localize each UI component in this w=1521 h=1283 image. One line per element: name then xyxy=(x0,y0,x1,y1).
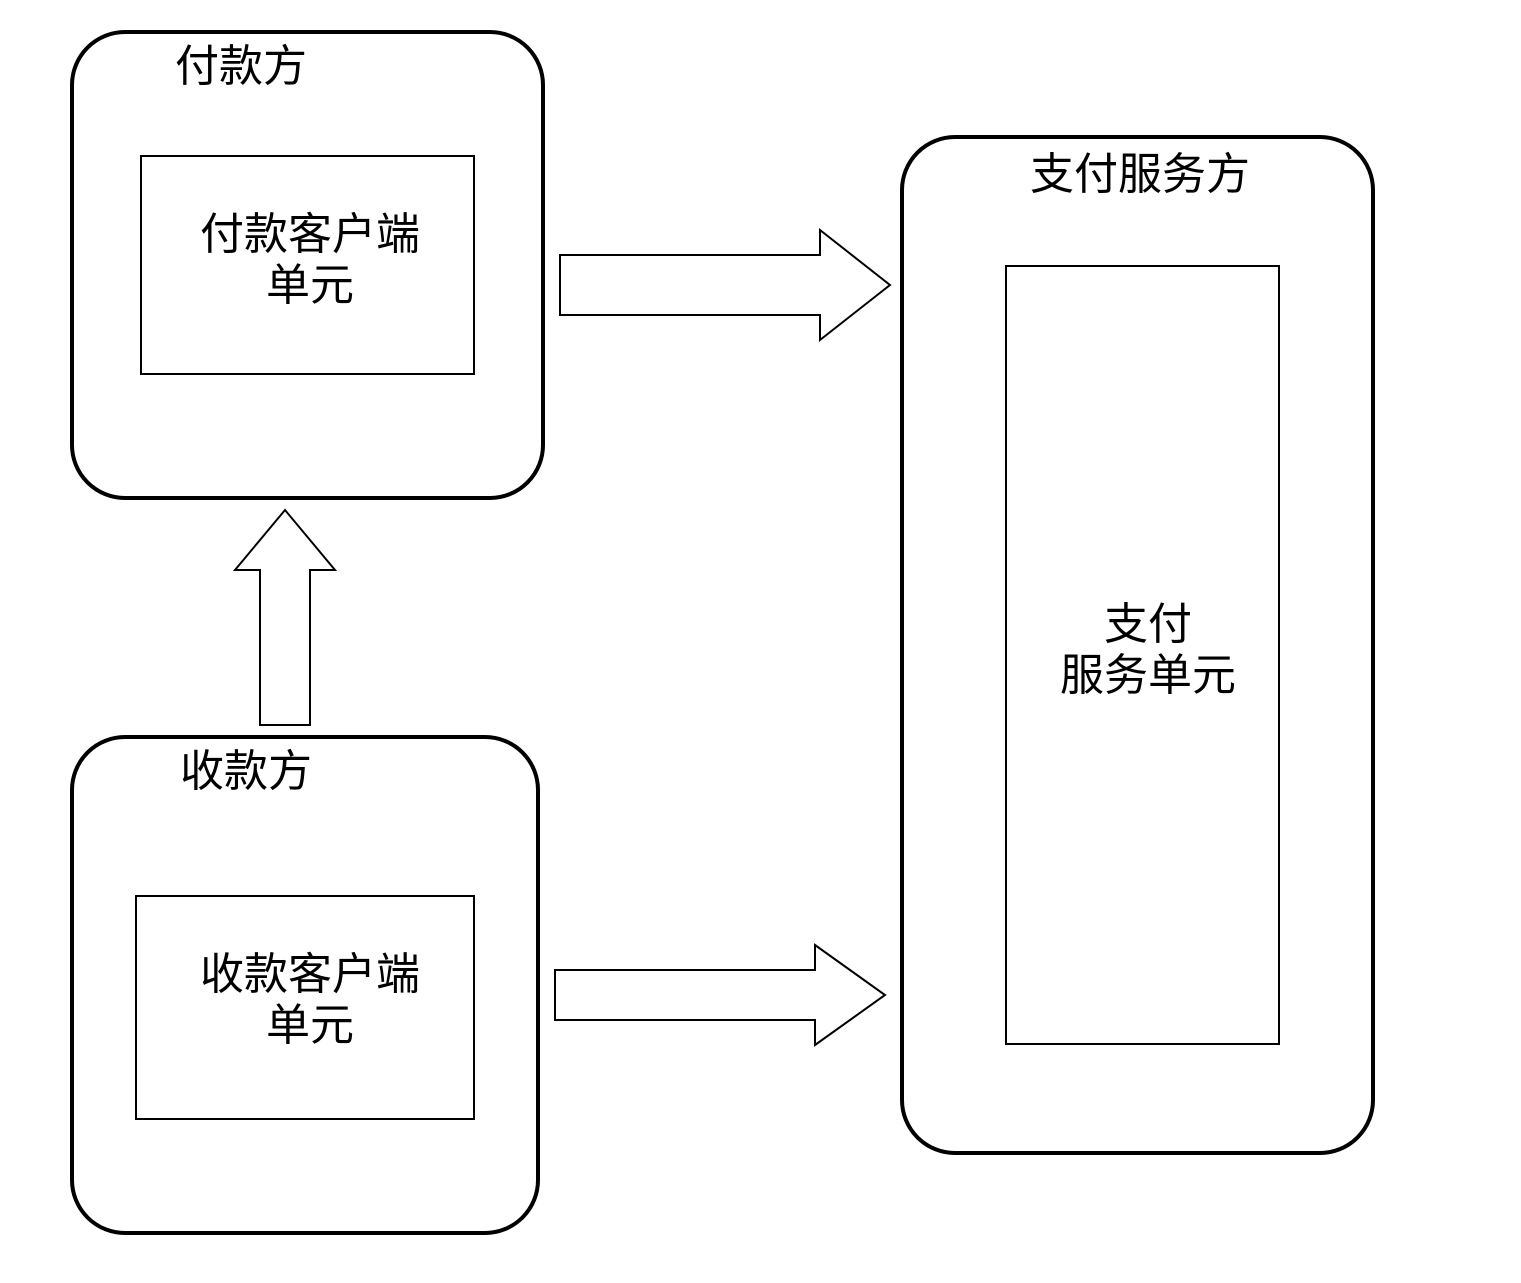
payee-title: 收款方 xyxy=(180,747,312,798)
arrow-payee-to-service xyxy=(555,945,885,1045)
arrow-payee-to-payer xyxy=(235,510,335,725)
payer-inner-label: 付款客户端 单元 xyxy=(200,210,420,311)
payee-inner-label: 收款客户端 单元 xyxy=(200,950,420,1051)
arrow-payer-to-service xyxy=(560,230,890,340)
diagram-canvas: 付款方 付款客户端 单元 收款方 收款客户端 单元 支付服务方 支付 服务单元 xyxy=(0,0,1521,1283)
service-title: 支付服务方 xyxy=(1030,150,1250,201)
service-inner-label: 支付 服务单元 xyxy=(1060,600,1236,701)
payer-title: 付款方 xyxy=(175,42,307,93)
